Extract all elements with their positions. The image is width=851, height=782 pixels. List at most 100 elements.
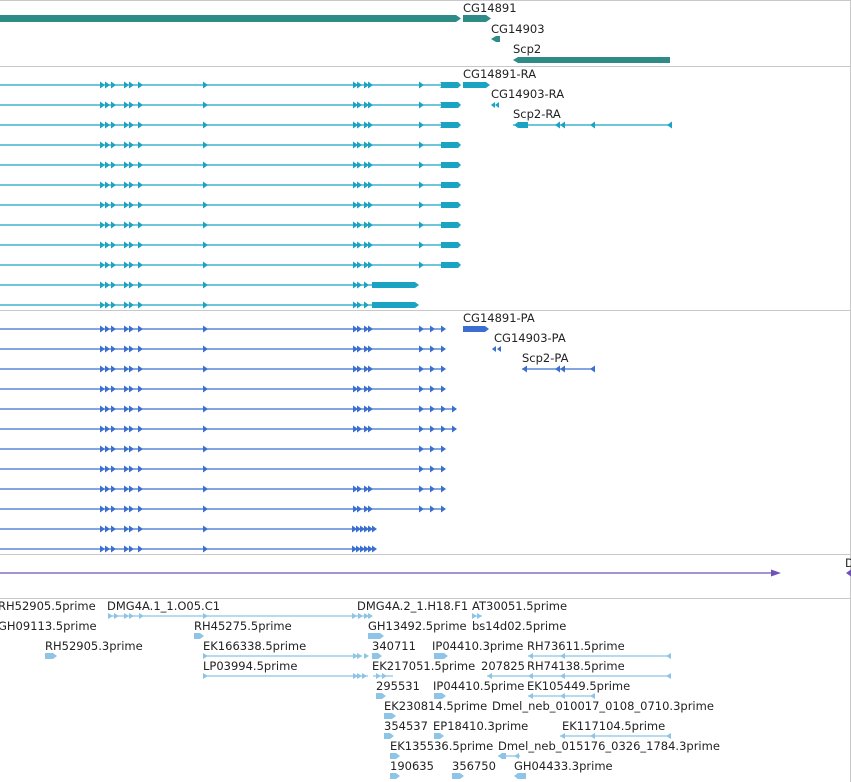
est-label: RH73611.5prime <box>527 639 625 653</box>
protein-isoform-row[interactable] <box>0 485 446 493</box>
est-feature[interactable] <box>368 633 384 639</box>
protein-isoform-row[interactable] <box>0 545 377 553</box>
est-feature[interactable] <box>528 673 671 679</box>
tiling-feature-end[interactable] <box>771 569 781 577</box>
mrna-isoform-row[interactable] <box>0 161 461 169</box>
est-label: EK217051.5prime <box>372 659 475 673</box>
est-label: EK105449.5prime <box>527 679 630 693</box>
protein-label-cg14903-pa: CG14903-PA <box>494 331 566 345</box>
est-feature[interactable] <box>528 653 671 659</box>
protein-isoform-row[interactable] <box>0 365 446 373</box>
protein-isoform-row[interactable] <box>0 505 446 513</box>
est-label: Dmel_neb_010017_0108_0710.3prime <box>492 699 714 713</box>
est-feature[interactable] <box>45 653 57 659</box>
mrna-isoform-row[interactable] <box>0 261 461 269</box>
gene-label-cg14903: CG14903 <box>491 22 545 36</box>
est-label: bs14d02.5prime <box>472 619 566 633</box>
protein-isoform-row[interactable] <box>0 465 446 473</box>
protein-feature-cg14891-pa[interactable] <box>463 326 489 332</box>
mrna-isoform-row[interactable] <box>0 121 461 129</box>
gene-feature-cg14891[interactable] <box>463 15 491 22</box>
est-feature[interactable] <box>434 693 446 699</box>
est-feature[interactable] <box>560 733 671 739</box>
est-feature[interactable] <box>203 653 369 659</box>
est-label: EK230814.5prime <box>384 699 487 713</box>
gene-label-cg14891: CG14891 <box>463 1 517 15</box>
mrna-isoform-row[interactable] <box>0 141 461 149</box>
est-label: EP18410.3prime <box>433 719 528 733</box>
mrna-label-cg14891-ra: CG14891-RA <box>463 67 536 81</box>
est-feature[interactable] <box>384 713 396 719</box>
protein-track: CG14891-PA CG14903-PA Scp2-PA <box>0 311 595 553</box>
est-label: GH09113.5prime <box>0 619 97 633</box>
est-label: IP04410.3prime <box>432 639 523 653</box>
mrna-isoform-row[interactable] <box>0 101 461 109</box>
mrna-feature-scp2-ra[interactable] <box>513 121 672 129</box>
mrna-isoform-row[interactable] <box>0 241 461 249</box>
est-feature[interactable] <box>194 633 204 639</box>
mrna-isoform-row[interactable] <box>0 221 461 229</box>
protein-isoform-row[interactable] <box>0 405 457 413</box>
mrna-isoform-row[interactable] <box>0 301 419 309</box>
est-label: 190635 <box>390 759 434 773</box>
protein-isoform-row[interactable] <box>0 385 446 393</box>
est-label: RH52905.3prime <box>45 639 143 653</box>
est-feature[interactable] <box>358 613 373 619</box>
est-feature[interactable] <box>434 653 448 659</box>
est-feature[interactable] <box>498 753 520 759</box>
protein-isoform-row[interactable] <box>0 325 446 333</box>
est-feature[interactable] <box>472 613 482 619</box>
mrna-isoform-row[interactable] <box>0 181 461 189</box>
gene-track: CG14891 CG14903 Scp2 <box>0 1 670 63</box>
est-label: 207825 <box>481 659 525 673</box>
est-feature[interactable] <box>452 773 464 779</box>
est-feature[interactable] <box>434 733 444 739</box>
est-feature[interactable] <box>487 673 528 679</box>
est-label: LP03994.5prime <box>203 659 297 673</box>
est-feature[interactable] <box>203 673 368 679</box>
est-feature[interactable] <box>373 673 393 679</box>
protein-isoform-row[interactable] <box>0 425 457 433</box>
est-feature[interactable] <box>390 753 400 759</box>
est-label: 340711 <box>372 639 416 653</box>
est-label: RH74138.5prime <box>527 659 625 673</box>
est-label: EK117104.5prime <box>562 719 665 733</box>
est-label: GH04433.3prime <box>514 759 613 773</box>
est-label: 354537 <box>384 719 428 733</box>
mrna-track: CG14891-RA CG14903-RA Scp2-RA <box>0 67 672 309</box>
tiling-feature-right[interactable] <box>846 569 851 577</box>
est-label: DMG4A.1_1.O05.C1 <box>107 599 220 613</box>
protein-isoform-row[interactable] <box>0 345 446 353</box>
mrna-feature-cg14903-ra[interactable] <box>491 102 499 108</box>
mrna-feature-cg14891-ra[interactable] <box>463 82 490 88</box>
est-label: DMG4A.2_1.H18.F1 <box>357 599 468 613</box>
est-label: EK135536.5prime <box>390 739 493 753</box>
est-label: RH52905.5prime <box>0 599 96 613</box>
protein-isoform-row[interactable] <box>0 525 377 533</box>
est-track: RH52905.5prime DMG4A.1_1.O05.C1 DMG4A.2_1.… <box>0 599 720 779</box>
protein-label-scp2-pa: Scp2-PA <box>522 351 569 365</box>
est-feature[interactable] <box>376 693 386 699</box>
gene-feature-scp2[interactable] <box>513 57 670 63</box>
tiling-label: D <box>845 556 851 570</box>
mrna-label-cg14903-ra: CG14903-RA <box>491 87 564 101</box>
est-label: 356750 <box>452 759 496 773</box>
est-feature[interactable] <box>390 773 400 779</box>
mrna-isoform-row[interactable] <box>0 201 461 209</box>
est-feature[interactable] <box>372 653 382 659</box>
protein-feature-cg14903-pa[interactable] <box>492 346 501 352</box>
est-feature[interactable] <box>528 693 595 699</box>
est-label: GH13492.5prime <box>368 619 467 633</box>
gene-feature-cg14903[interactable] <box>491 36 500 42</box>
mrna-isoform-row[interactable] <box>0 81 461 89</box>
mrna-isoform-row[interactable] <box>0 281 419 289</box>
protein-feature-scp2-pa[interactable] <box>522 365 595 373</box>
est-feature[interactable] <box>384 733 394 739</box>
est-label: RH45275.5prime <box>194 619 292 633</box>
est-feature[interactable] <box>514 773 526 779</box>
protein-isoform-row[interactable] <box>0 445 446 453</box>
protein-label-cg14891-pa: CG14891-PA <box>463 311 535 325</box>
mrna-label-scp2-ra: Scp2-RA <box>513 107 561 121</box>
gene-feature-cg14891-main[interactable] <box>0 15 461 22</box>
